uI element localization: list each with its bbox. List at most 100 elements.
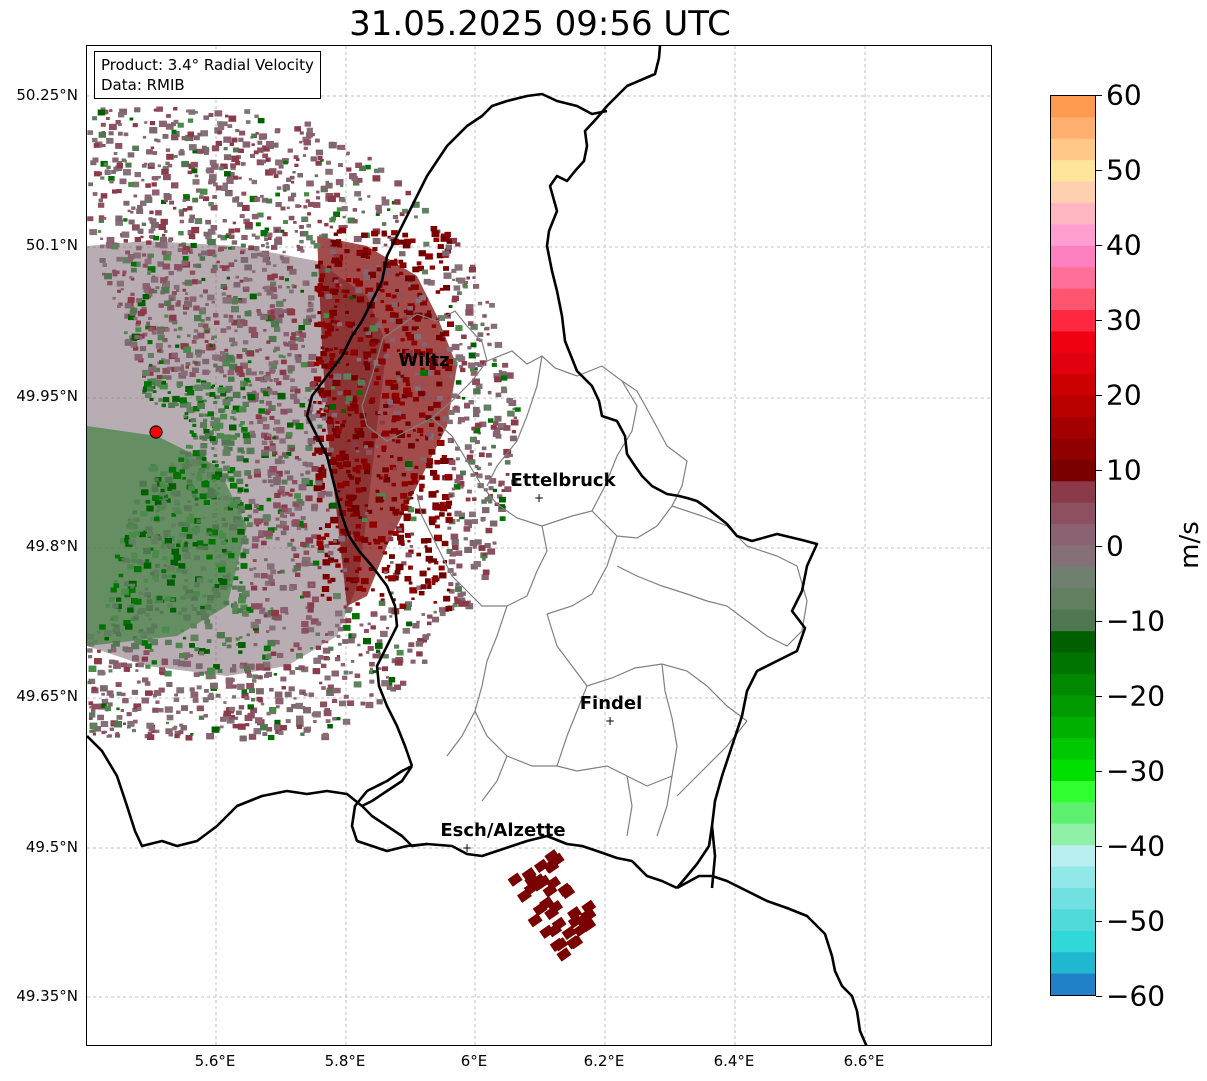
radar-pixel: [205, 674, 212, 680]
radar-pixel: [281, 686, 286, 690]
radar-pixel: [359, 165, 366, 171]
radar-pixel: [130, 210, 134, 214]
radar-pixel: [334, 260, 343, 267]
radar-pixel: [142, 253, 147, 257]
radar-pixel: [152, 151, 158, 155]
radar-pixel: [354, 458, 359, 462]
radar-pixel: [101, 144, 106, 148]
radar-pixel: [398, 539, 405, 545]
radar-pixel: [475, 383, 483, 389]
radar-pixel: [215, 185, 223, 191]
radar-pixel: [223, 465, 230, 471]
radar-pixel: [252, 390, 257, 395]
radar-pixel: [253, 509, 259, 514]
radar-pixel: [98, 218, 104, 223]
radar-pixel: [375, 489, 380, 493]
radar-pixel: [425, 348, 433, 354]
radar-pixel: [193, 406, 200, 412]
radar-pixel: [262, 267, 267, 272]
radar-pixel: [275, 473, 279, 477]
radar-pixel: [267, 610, 274, 615]
radar-pixel: [455, 325, 463, 331]
radar-pixel: [265, 388, 273, 394]
radar-pixel: [244, 714, 253, 721]
radar-pixel: [153, 690, 162, 696]
radar-pixel: [321, 464, 325, 468]
radar-pixel: [426, 463, 433, 469]
radar-pixel: [89, 712, 96, 718]
radar-pixel: [397, 527, 402, 532]
radar-pixel: [222, 495, 229, 501]
radar-pixel: [342, 420, 347, 424]
lon-tick-label: 6°E: [460, 1052, 488, 1070]
radar-pixel: [267, 734, 275, 741]
radar-pixel: [269, 369, 275, 374]
radar-pixel: [264, 235, 268, 238]
radar-pixel: [222, 436, 228, 442]
radar-pixel: [351, 176, 358, 181]
radar-pixel: [206, 733, 215, 740]
radar-pixel: [341, 409, 346, 413]
radar-pixel: [331, 386, 335, 390]
radar-pixel: [273, 174, 279, 178]
radar-pixel: [291, 192, 297, 197]
radar-pixel: [386, 626, 389, 630]
radar-pixel: [247, 522, 253, 527]
radar-pixel: [355, 280, 363, 287]
radar-pixel: [204, 151, 209, 155]
radar-pixel: [372, 237, 381, 245]
radar-pixel: [183, 194, 190, 200]
map-panel[interactable]: [86, 45, 992, 1046]
radar-pixel: [360, 487, 367, 492]
radar-pixel: [305, 445, 313, 451]
radar-pixel: [176, 543, 181, 548]
radar-pixel: [311, 368, 317, 373]
radar-pixel: [305, 537, 314, 544]
radar-pixel: [401, 505, 409, 511]
radar-pixel: [90, 160, 97, 166]
radar-pixel: [237, 323, 243, 328]
radar-pixel: [315, 412, 322, 418]
radar-pixel: [223, 506, 228, 511]
radar-pixel: [449, 237, 457, 244]
radar-pixel: [98, 131, 107, 138]
radar-pixel: [166, 579, 175, 586]
radar-pixel: [356, 296, 365, 303]
radar-pixel: [556, 947, 572, 962]
radar-pixel: [492, 431, 501, 438]
radar-pixel: [363, 249, 371, 256]
radar-pixel: [177, 384, 181, 388]
radar-pixel: [166, 721, 169, 725]
radar-pixel: [344, 289, 350, 294]
radar-pixel: [181, 705, 189, 711]
radar-pixel: [542, 883, 558, 898]
radar-pixel: [263, 452, 267, 456]
radar-pixel: [199, 493, 207, 500]
radar-pixel: [280, 607, 289, 614]
radar-pixel: [217, 121, 223, 126]
radar-pixel: [306, 223, 311, 228]
radar-pixel: [318, 277, 325, 283]
radar-pixel: [263, 611, 271, 618]
radar-pixel: [164, 494, 168, 498]
radar-pixel: [161, 569, 167, 574]
radar-pixel: [486, 333, 490, 336]
radar-pixel: [282, 184, 290, 191]
radar-pixel: [355, 447, 359, 450]
radar-pixel: [270, 569, 277, 575]
radar-pixel: [208, 113, 214, 117]
radar-pixel: [436, 439, 445, 446]
radar-pixel: [109, 693, 114, 698]
radar-pixel: [349, 671, 353, 675]
radar-pixel: [237, 608, 244, 613]
radar-pixel: [378, 667, 382, 670]
radar-pixel: [400, 493, 408, 499]
radar-pixel: [223, 701, 227, 704]
radar-pixel: [120, 234, 124, 238]
radar-pixel: [373, 297, 378, 301]
radar-pixel: [218, 566, 226, 573]
radar-pixel: [178, 457, 184, 462]
radar-pixel: [394, 644, 400, 649]
radar-pixel: [439, 512, 445, 517]
radar-pixel: [196, 519, 202, 523]
